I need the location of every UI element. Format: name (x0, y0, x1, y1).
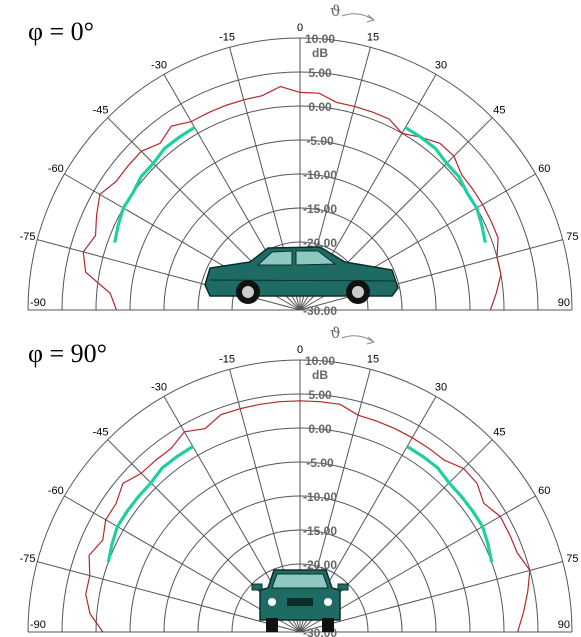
theta-tick-label: 0 (297, 344, 303, 356)
series-line (85, 400, 531, 633)
theta-tick-label: 45 (493, 105, 505, 117)
car-front (251, 569, 349, 632)
angle-arrow (341, 13, 376, 23)
r-tick-label: -30.00 (303, 626, 337, 637)
r-tick-label: 10.00 (305, 32, 335, 46)
theta-tick-label: -90 (30, 297, 46, 309)
grid-spoke (37, 561, 301, 633)
theta-tick-label: -90 (30, 619, 46, 631)
angle-arrow (341, 335, 376, 345)
theta-tick-label: -75 (20, 231, 36, 243)
angle-symbol: ϑ (330, 2, 341, 20)
theta-tick-label: 0 (297, 22, 303, 34)
theta-tick-label: 30 (435, 60, 447, 72)
r-tick-label: -30.00 (303, 304, 337, 318)
r-tick-label: -10.00 (303, 490, 337, 504)
grid-spoke (299, 239, 563, 311)
car-side (204, 246, 399, 304)
theta-tick-label: 15 (367, 32, 379, 44)
angle-symbol: ϑ (330, 324, 341, 342)
theta-tick-label: -30 (151, 382, 167, 394)
theta-tick-label: 60 (538, 485, 550, 497)
theta-tick-label: 75 (566, 553, 578, 565)
theta-tick-label: -15 (219, 32, 235, 44)
r-tick-label: -20.00 (303, 558, 337, 572)
r-axis-label: dB (312, 368, 328, 382)
polar-chart: -90 -75 -60 -45 -30 -15 0 15 30 45 60 75 90 10.00 5.00… (20, 344, 579, 637)
theta-tick-label: -45 (93, 105, 109, 117)
theta-tick-label: 90 (558, 297, 570, 309)
theta-tick-label: -45 (93, 427, 109, 439)
series-line (82, 85, 502, 311)
theta-tick-label: 15 (367, 354, 379, 366)
theta-tick-label: -30 (151, 60, 167, 72)
r-axis-label: dB (312, 46, 328, 60)
theta-tick-label: 45 (493, 427, 505, 439)
theta-tick-label: -15 (219, 354, 235, 366)
series-line (113, 126, 487, 243)
r-tick-label: 5.00 (308, 388, 332, 402)
r-tick-label: -15.00 (303, 202, 337, 216)
chart-title: φ = 0° (28, 17, 94, 46)
theta-tick-label: 75 (566, 231, 578, 243)
r-tick-label: 0.00 (308, 422, 332, 436)
series-line (106, 445, 494, 563)
theta-tick-label: 90 (558, 619, 570, 631)
theta-tick-label: 30 (435, 382, 447, 394)
r-tick-label: 5.00 (308, 66, 332, 80)
r-tick-label: -10.00 (303, 168, 337, 182)
r-tick-label: -15.00 (303, 524, 337, 538)
r-tick-label: -5.00 (306, 134, 334, 148)
chart-title: φ = 90° (28, 339, 107, 368)
theta-tick-label: -60 (48, 163, 64, 175)
r-tick-label: -5.00 (306, 456, 334, 470)
grid-spoke (299, 561, 563, 633)
theta-tick-label: -60 (48, 485, 64, 497)
r-tick-label: 0.00 (308, 100, 332, 114)
theta-tick-label: -75 (20, 553, 36, 565)
r-tick-label: 10.00 (305, 354, 335, 368)
theta-tick-label: 60 (538, 163, 550, 175)
